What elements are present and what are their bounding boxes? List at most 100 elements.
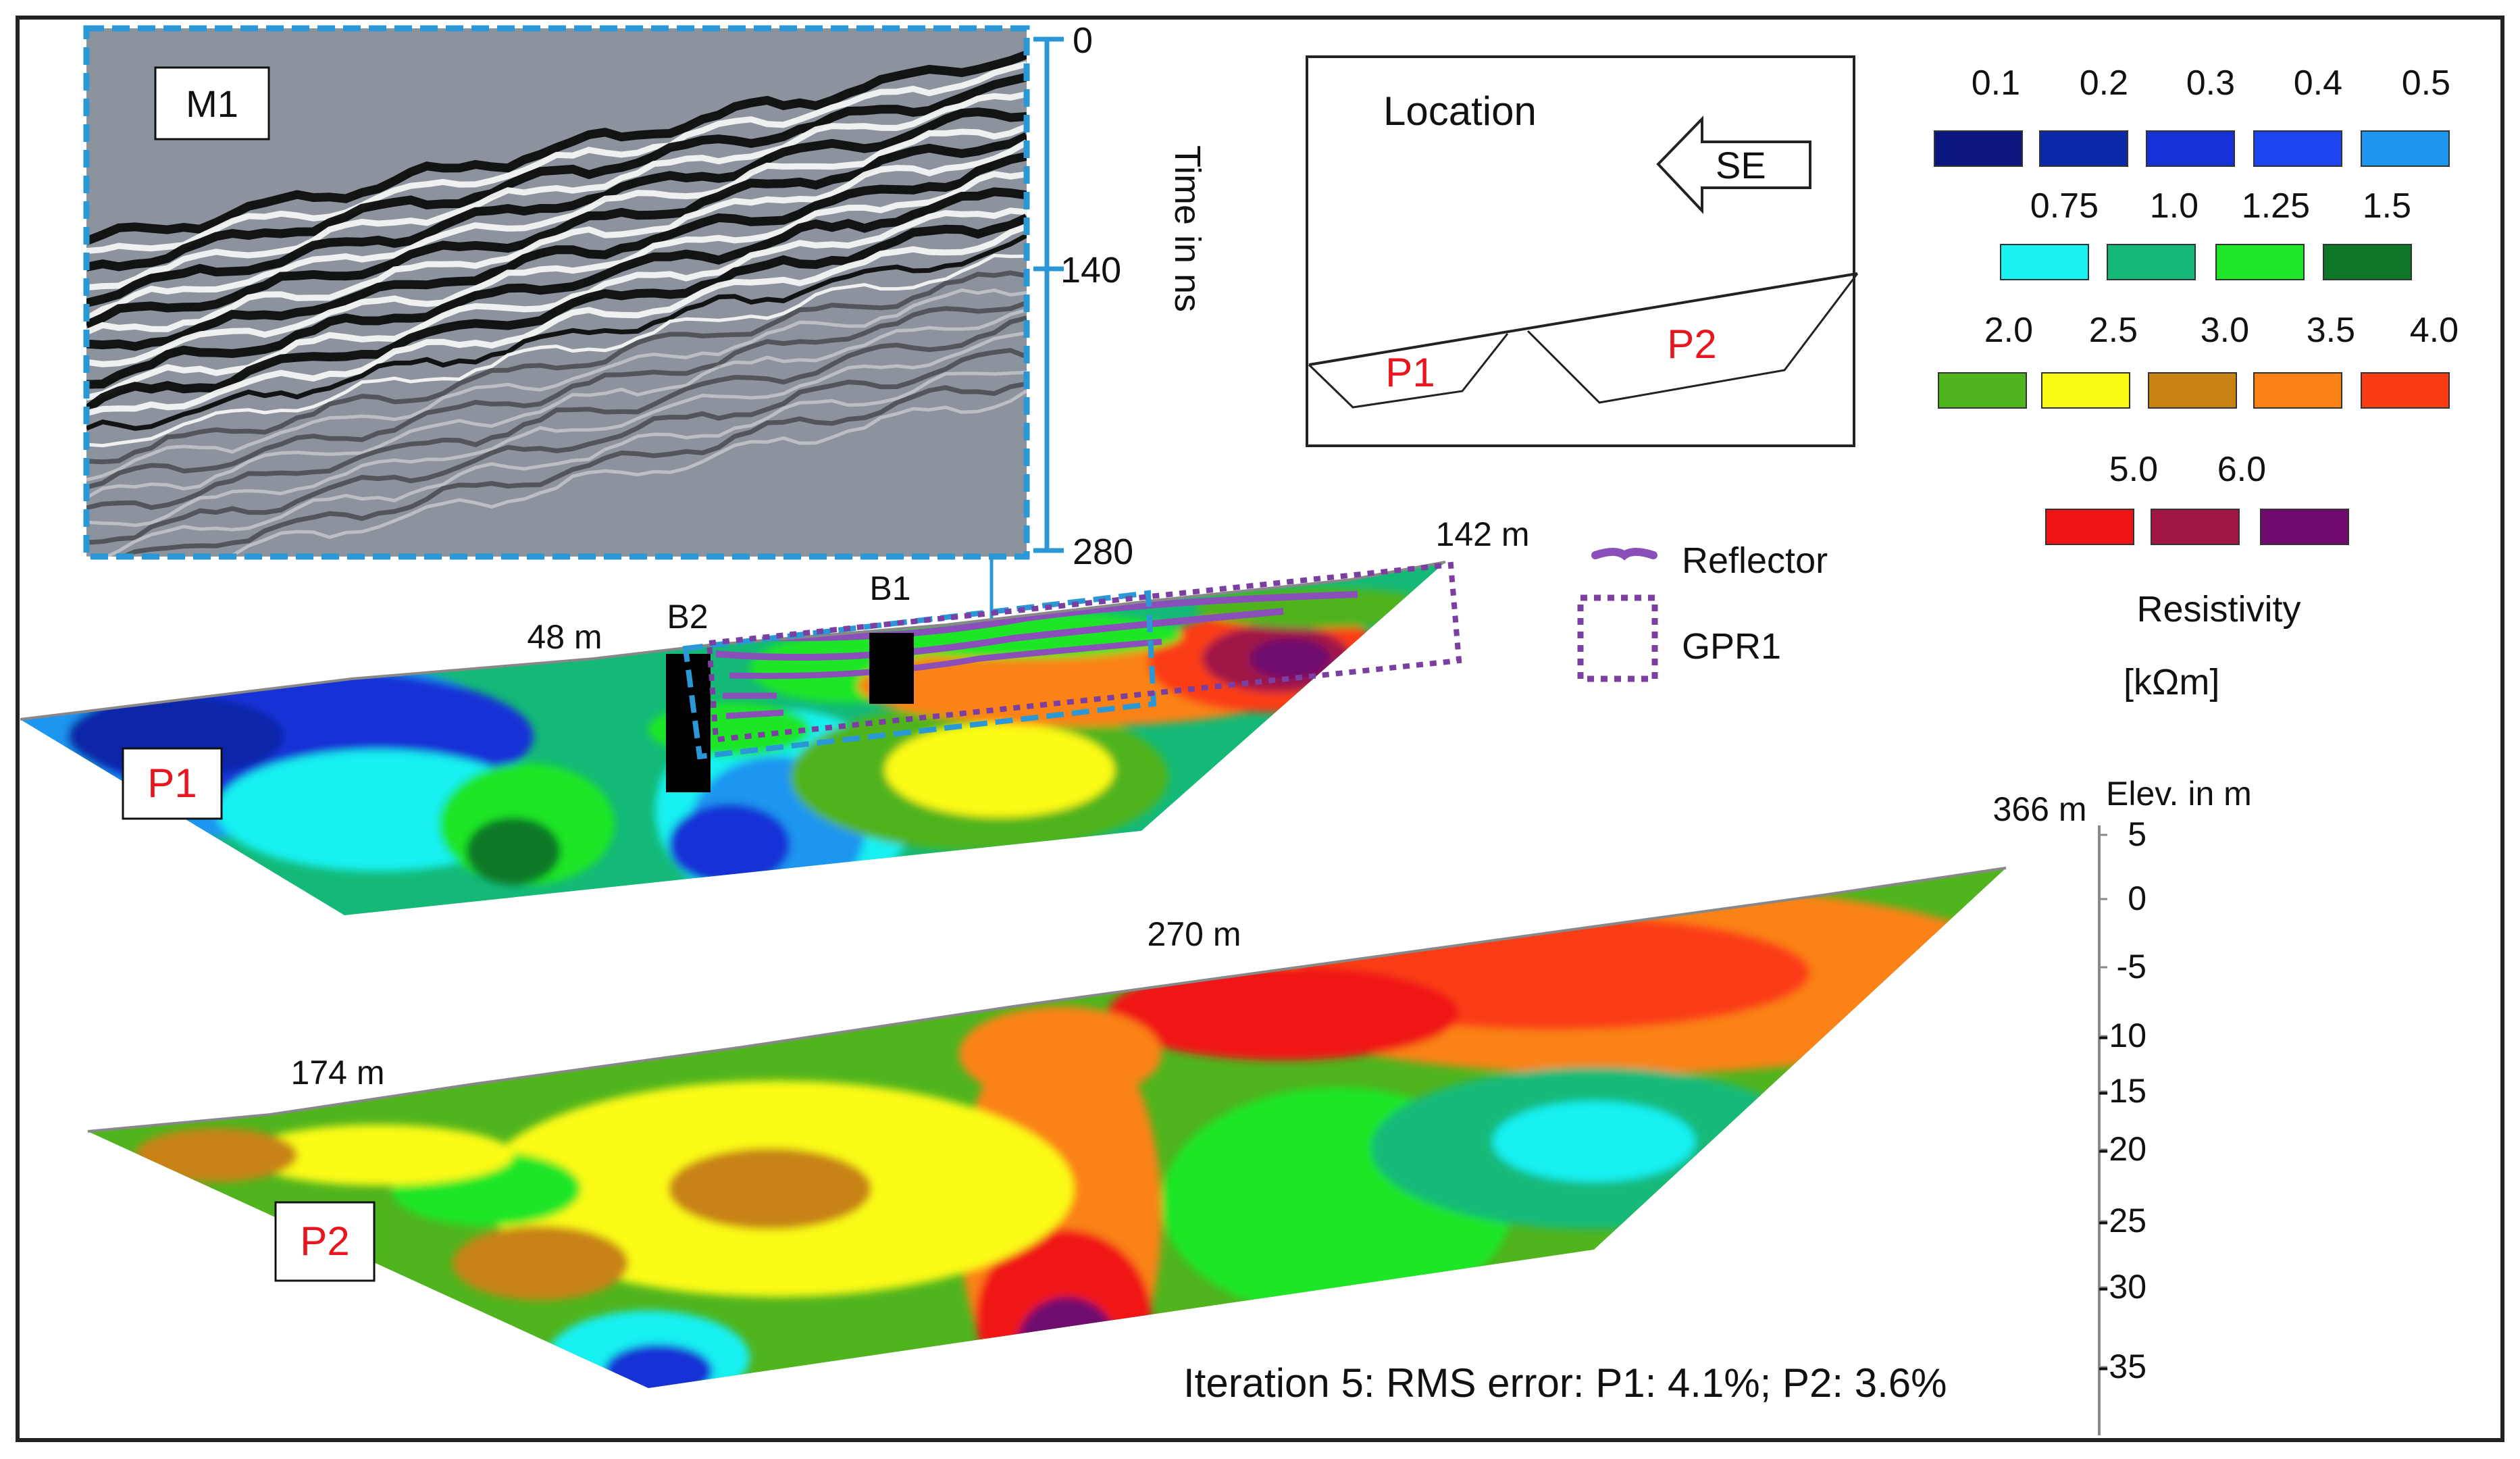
gpr-reflection-band bbox=[86, 187, 1027, 389]
gpr-reflection-band bbox=[86, 207, 1027, 401]
legend-value-label: 3.0 bbox=[2201, 311, 2249, 350]
legend-swatch bbox=[2253, 372, 2342, 409]
legend-swatch bbox=[2215, 244, 2305, 280]
legend-value-label: 3.5 bbox=[2307, 311, 2355, 350]
borehole-b2-label: B2 bbox=[667, 598, 708, 636]
legend-value-label: 1.5 bbox=[2363, 186, 2411, 226]
gpr1-symbol bbox=[1577, 594, 1658, 682]
p2-label-box bbox=[274, 1201, 376, 1282]
reflector-symbol bbox=[1591, 548, 1657, 561]
location-p1-label: P1 bbox=[1385, 350, 1435, 395]
p2-start-marker: 174 m bbox=[291, 1054, 385, 1092]
elevation-tick-label: -15 bbox=[2098, 1072, 2146, 1110]
gpr-reflection-band bbox=[86, 107, 1027, 307]
gpr-reflection-band bbox=[86, 253, 1027, 448]
p2-surface bbox=[87, 867, 2007, 1133]
p1-label-box bbox=[122, 747, 223, 820]
legend-value-label: 0.1 bbox=[1972, 63, 2020, 103]
legend-swatch bbox=[2260, 509, 2349, 545]
p2-end-marker: 366 m bbox=[1993, 790, 2087, 828]
time-tick-label-140: 140 bbox=[1060, 250, 1121, 290]
rms-error-text: Iteration 5: RMS error: P1: 4.1%; P2: 3.… bbox=[1183, 1360, 1947, 1406]
legend-swatch bbox=[2151, 509, 2240, 545]
gpr-reflection-band bbox=[86, 270, 1027, 465]
gpr-reflection-band bbox=[86, 224, 1027, 417]
gpr-reflection-band bbox=[86, 171, 1027, 367]
legend-value-label: 0.5 bbox=[2402, 63, 2450, 103]
legend-value-label: 0.4 bbox=[2294, 63, 2342, 103]
legend-swatch bbox=[2045, 509, 2134, 545]
location-surface-line bbox=[1308, 272, 1858, 366]
borehole-b1 bbox=[869, 633, 914, 704]
gpr-reflection-band bbox=[86, 132, 1027, 330]
elevation-tick-label: -25 bbox=[2098, 1202, 2146, 1239]
gpr-reflection-band bbox=[118, 381, 1027, 557]
gpr-reflection-band bbox=[86, 370, 1027, 557]
elevation-tick-label: -10 bbox=[2098, 1017, 2146, 1054]
direction-arrow bbox=[1656, 116, 1811, 215]
gpr-reflection-band bbox=[86, 61, 1027, 254]
symbol-key: Reflector GPR1 bbox=[1577, 540, 1828, 682]
legend-title: Resistivity bbox=[2136, 589, 2300, 630]
legend-swatch bbox=[2000, 244, 2089, 280]
legend-value-label: 0.75 bbox=[2030, 186, 2099, 226]
legend-swatch bbox=[2041, 372, 2130, 409]
p1-start-marker: 48 m bbox=[527, 618, 602, 656]
gpr1-footprint bbox=[706, 561, 1462, 743]
gpr-reflection-band bbox=[86, 233, 1027, 431]
legend-swatch bbox=[2148, 372, 2237, 409]
gpr-panel: M1 0 140 280 Time in ns bbox=[83, 20, 1208, 628]
time-tick-label-280: 280 bbox=[1073, 532, 1133, 572]
p2-mid-marker: 270 m bbox=[1148, 915, 1241, 953]
p2-label: P2 bbox=[300, 1219, 349, 1264]
reflector-key-label: Reflector bbox=[1682, 540, 1828, 581]
legend-value-label: 5.0 bbox=[2109, 450, 2158, 489]
location-p2-label: P2 bbox=[1667, 322, 1716, 367]
gpr1-key-label: GPR1 bbox=[1682, 626, 1781, 667]
gpr-reflection-band bbox=[86, 331, 1027, 528]
legend-value-label: 0.3 bbox=[2186, 63, 2235, 103]
legend-unit: [kΩm] bbox=[2124, 662, 2219, 702]
legend-swatch bbox=[2253, 130, 2342, 167]
gpr-reflection-band bbox=[86, 213, 1027, 413]
gpr-reflection-band bbox=[86, 139, 1027, 335]
legend-swatch bbox=[2361, 130, 2450, 167]
gpr-reflection-band bbox=[86, 348, 1027, 545]
legend-swatch bbox=[2361, 372, 2450, 409]
location-p1-outline bbox=[1308, 333, 1509, 409]
location-p2-outline bbox=[1526, 273, 1859, 404]
elevation-tick-label: 5 bbox=[2128, 815, 2146, 853]
location-inset: Location SE P1 P2 bbox=[1306, 55, 1859, 447]
legend-swatch bbox=[2039, 130, 2128, 167]
legend-value-label: 0.2 bbox=[2080, 63, 2128, 103]
legend-value-label: 6.0 bbox=[2217, 450, 2266, 489]
p1-end-marker: 142 m bbox=[1436, 515, 1530, 553]
legend-value-label: 2.5 bbox=[2089, 311, 2138, 350]
elevation-tick-label: -20 bbox=[2098, 1130, 2146, 1168]
legend-value-label: 4.0 bbox=[2410, 311, 2459, 350]
legend-swatch bbox=[2107, 244, 2196, 280]
gpr-label: M1 bbox=[186, 82, 238, 125]
time-tick-label-0: 0 bbox=[1073, 20, 1093, 61]
direction-label: SE bbox=[1716, 144, 1766, 186]
gpr-reflection-band bbox=[222, 389, 1027, 557]
elevation-axis-title: Elev. in m bbox=[2106, 775, 2252, 813]
borehole-b1-label: B1 bbox=[869, 569, 910, 607]
gpr-reflection-band bbox=[86, 315, 1027, 511]
legend-swatch bbox=[2323, 244, 2412, 280]
legend-value-label: 1.0 bbox=[2150, 186, 2198, 226]
gpr-reflection-band bbox=[86, 300, 1027, 490]
gpr-reflection-band bbox=[86, 91, 1027, 291]
elevation-axis: Elev. in m 5 0 -5 -10 -15 -20 -25 -30 -35 bbox=[2098, 775, 2252, 1435]
elevation-tick-label: -35 bbox=[2098, 1348, 2146, 1385]
location-title: Location bbox=[1383, 88, 1537, 134]
elevation-tick-label: 0 bbox=[2128, 879, 2146, 917]
gpr-label-box bbox=[154, 66, 270, 140]
location-box bbox=[1306, 55, 1855, 447]
gpr-reflection-band bbox=[86, 124, 1027, 322]
gpr-reflection-band bbox=[86, 50, 1027, 245]
gpr-reflection-band bbox=[86, 152, 1027, 351]
elevation-tick-label: -5 bbox=[2117, 948, 2146, 986]
elevation-tick-label: -30 bbox=[2098, 1268, 2146, 1306]
